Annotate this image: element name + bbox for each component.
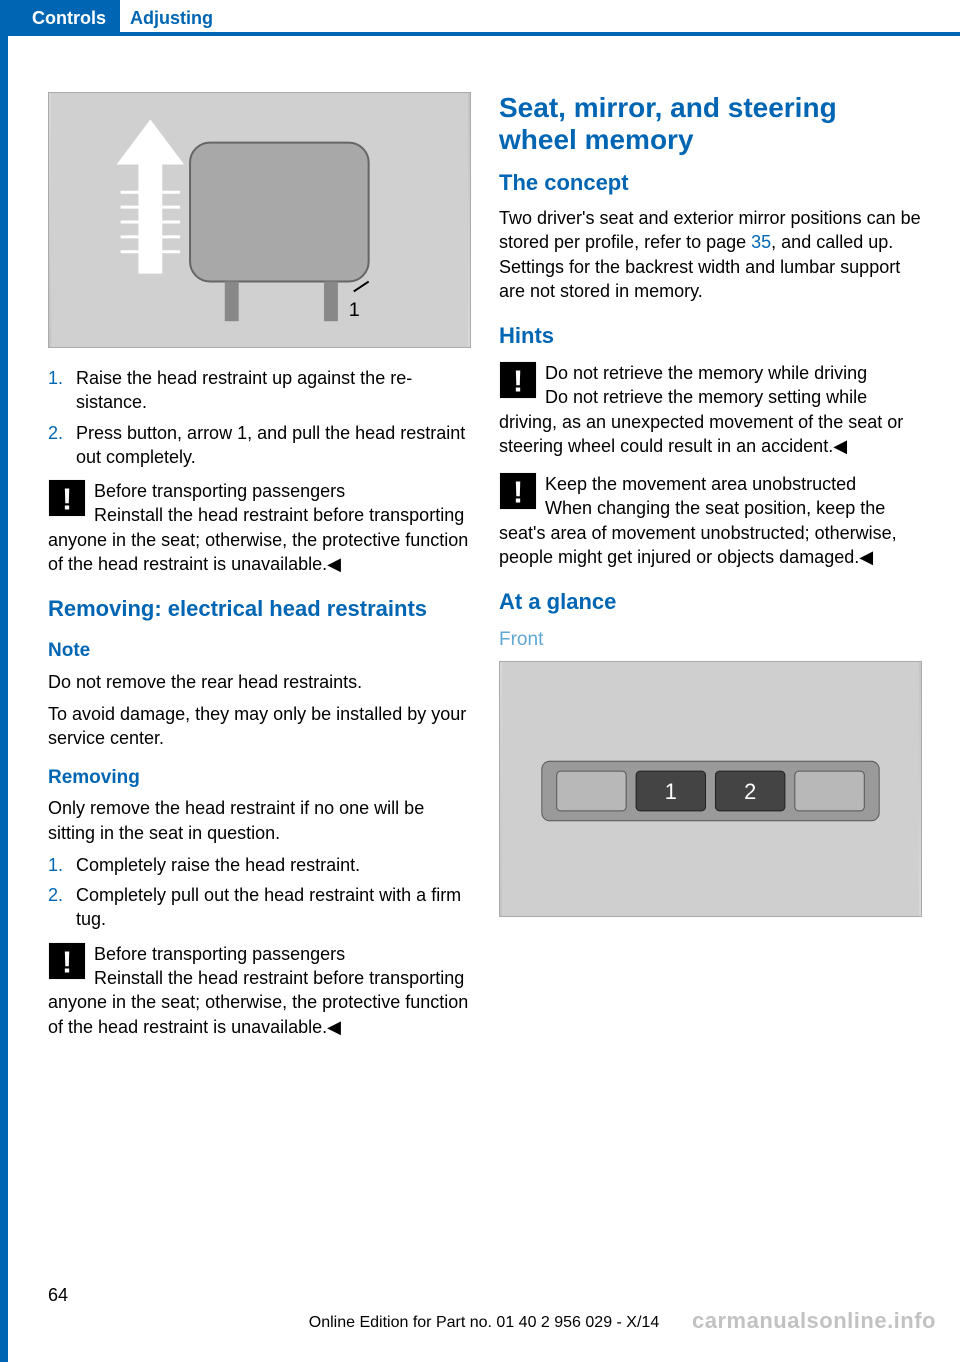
hint-block-1: ! Do not retrieve the memory while drivi… bbox=[499, 361, 922, 458]
step-text: Press button, arrow 1, and pull the head… bbox=[76, 421, 471, 470]
hint-title: Keep the movement area unobstructed bbox=[545, 474, 856, 494]
steps-list-1: 1. Raise the head restraint up against t… bbox=[48, 366, 471, 469]
warning-body: Reinstall the head restraint before tran… bbox=[48, 505, 468, 574]
list-item: 2. Press button, arrow 1, and pull the h… bbox=[48, 421, 471, 470]
note-paragraph-1: Do not remove the rear head restraints. bbox=[48, 670, 471, 694]
watermark-text: carmanualsonline.info bbox=[692, 1308, 936, 1334]
heading-note: Note bbox=[48, 638, 471, 664]
svg-text:!: ! bbox=[62, 945, 72, 979]
heading-hints: Hints bbox=[499, 321, 922, 351]
warning-icon: ! bbox=[48, 942, 86, 980]
header-rule bbox=[227, 0, 960, 36]
warning-body: Reinstall the head restraint before tran… bbox=[48, 968, 468, 1037]
list-item: 1. Raise the head restraint up against t… bbox=[48, 366, 471, 415]
heading-removing: Removing bbox=[48, 765, 471, 791]
svg-text:!: ! bbox=[62, 483, 72, 517]
tab-adjusting: Adjusting bbox=[120, 0, 227, 36]
svg-text:2: 2 bbox=[744, 779, 756, 804]
svg-text:!: ! bbox=[513, 364, 523, 398]
warning-title: Before transporting passengers bbox=[94, 481, 345, 501]
note-paragraph-2: To avoid damage, they may only be instal… bbox=[48, 702, 471, 751]
step-number: 2. bbox=[48, 883, 76, 932]
warning-block-2: ! Before transporting passengers Reinsta… bbox=[48, 942, 471, 1039]
step-text: Raise the head restraint up against the … bbox=[76, 366, 471, 415]
hint-block-2: ! Keep the movement area unobstructed Wh… bbox=[499, 472, 922, 569]
heading-seat-mirror-memory: Seat, mirror, and steering wheel memory bbox=[499, 92, 922, 156]
list-item: 2. Completely pull out the head restrain… bbox=[48, 883, 471, 932]
page-header: Controls Adjusting bbox=[8, 0, 960, 36]
hint-title: Do not retrieve the memory while driving bbox=[545, 363, 867, 383]
warning-icon: ! bbox=[48, 479, 86, 517]
step-number: 1. bbox=[48, 366, 76, 415]
right-column: Seat, mirror, and steering wheel memory … bbox=[499, 92, 922, 1053]
figure-headrest-adjust: 1 bbox=[48, 92, 471, 348]
left-column: 1 1. Raise the head restraint up against… bbox=[48, 92, 471, 1053]
hint-body: When changing the seat position, keep th… bbox=[499, 498, 897, 567]
page-link-35[interactable]: 35 bbox=[751, 232, 771, 252]
step-number: 1. bbox=[48, 853, 76, 877]
removing-intro: Only remove the head restraint if no one… bbox=[48, 796, 471, 845]
figure-memory-buttons: 1 2 bbox=[499, 661, 922, 917]
steps-list-2: 1. Completely raise the head restraint. … bbox=[48, 853, 471, 932]
warning-block-1: ! Before transporting passengers Reinsta… bbox=[48, 479, 471, 576]
step-text: Completely pull out the head restraint w… bbox=[76, 883, 471, 932]
svg-text:!: ! bbox=[513, 476, 523, 510]
heading-at-a-glance: At a glance bbox=[499, 587, 922, 617]
content-columns: 1 1. Raise the head restraint up against… bbox=[0, 36, 960, 1053]
warning-icon: ! bbox=[499, 361, 537, 399]
svg-text:1: 1 bbox=[349, 299, 360, 321]
page-number: 64 bbox=[48, 1285, 920, 1306]
side-accent-bar bbox=[0, 0, 8, 1362]
heading-front: Front bbox=[499, 627, 922, 653]
heading-removing-electrical: Removing: electrical head restraints bbox=[48, 594, 471, 624]
svg-text:1: 1 bbox=[665, 779, 677, 804]
tab-controls: Controls bbox=[8, 0, 120, 36]
heading-concept: The concept bbox=[499, 168, 922, 198]
hint-body: Do not retrieve the memory setting while… bbox=[499, 387, 903, 456]
concept-paragraph: Two driver's seat and exterior mirror po… bbox=[499, 206, 922, 303]
list-item: 1. Completely raise the head restraint. bbox=[48, 853, 471, 877]
step-text: Completely raise the head restraint. bbox=[76, 853, 360, 877]
warning-icon: ! bbox=[499, 472, 537, 510]
step-number: 2. bbox=[48, 421, 76, 470]
warning-title: Before transporting passengers bbox=[94, 944, 345, 964]
